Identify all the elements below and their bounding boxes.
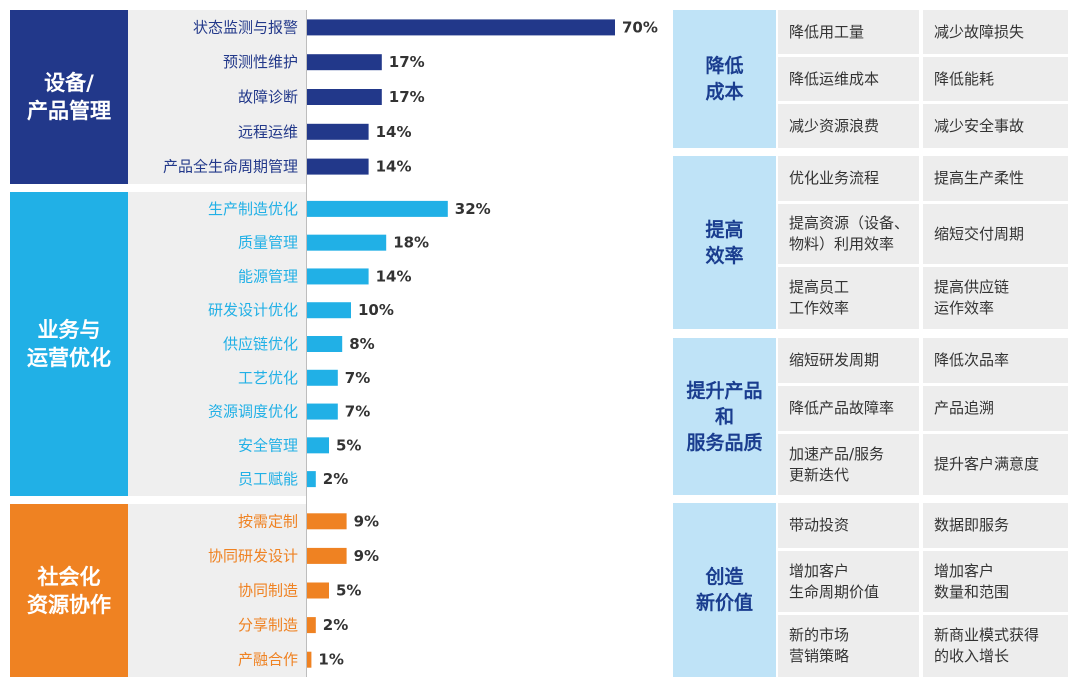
bar-category-label: 分享制造 — [238, 616, 298, 634]
value-cell: 提高资源（设备、 物料）利用效率 — [778, 204, 919, 264]
bar — [307, 513, 347, 530]
value-cell: 提升客户满意度 — [923, 434, 1068, 495]
bar-category-label: 按需定制 — [238, 512, 298, 530]
bar-value-label: 7% — [345, 403, 370, 421]
bar-value-label: 2% — [323, 470, 348, 488]
value-cell: 减少安全事故 — [923, 104, 1068, 148]
bar-value-label: 14% — [376, 158, 412, 176]
bar-value-label: 17% — [389, 88, 425, 106]
bar-value-label: 5% — [336, 436, 361, 454]
value-cell: 降低产品故障率 — [778, 386, 919, 431]
bar-value-label: 8% — [349, 335, 374, 353]
value-cell: 降低次品率 — [923, 338, 1068, 383]
bar-category-label: 产融合作 — [238, 651, 298, 669]
bar — [307, 617, 316, 634]
bar-category-label: 故障诊断 — [238, 88, 298, 106]
bar — [307, 547, 347, 564]
bar — [307, 54, 382, 71]
value-cell: 新商业模式获得 的收入增长 — [923, 615, 1068, 677]
bar-value-label: 14% — [376, 123, 412, 141]
bar-value-label: 14% — [376, 267, 412, 285]
value-head-new-value: 创造 新价值 — [673, 503, 776, 677]
category-block-social: 社会化 资源协作 — [10, 504, 128, 677]
bar-category-label: 资源调度优化 — [208, 403, 298, 421]
bar-value-label: 1% — [318, 651, 343, 669]
bar-category-label: 产品全生命周期管理 — [163, 158, 298, 176]
value-cell: 降低运维成本 — [778, 57, 919, 101]
bar-value-label: 5% — [336, 582, 361, 600]
bar-category-label: 供应链优化 — [223, 335, 298, 353]
bar — [307, 582, 329, 599]
bar — [307, 437, 329, 454]
bar — [307, 234, 387, 251]
value-cell: 减少资源浪费 — [778, 104, 919, 148]
value-cell: 缩短交付周期 — [923, 204, 1068, 264]
value-cell: 增加客户 生命周期价值 — [778, 551, 919, 612]
bar-value-label: 9% — [354, 512, 379, 530]
bar-category-label: 远程运维 — [238, 123, 298, 141]
bar-category-label: 协同制造 — [238, 582, 298, 600]
value-cell: 带动投资 — [778, 503, 919, 548]
bar-value-label: 17% — [389, 53, 425, 71]
bar-value-label: 7% — [345, 369, 370, 387]
value-cell: 缩短研发周期 — [778, 338, 919, 383]
chart-axis-line — [306, 10, 307, 677]
bar — [307, 302, 351, 319]
bar-value-label: 9% — [354, 547, 379, 565]
bar — [307, 336, 343, 352]
value-head-quality: 提升产品 和 服务品质 — [673, 338, 776, 495]
value-head-efficiency: 提高 效率 — [673, 156, 776, 329]
bar — [307, 471, 316, 488]
bar — [307, 89, 382, 105]
value-cell: 提高员工 工作效率 — [778, 267, 919, 329]
bar-value-label: 10% — [358, 301, 394, 319]
bar-category-label: 生产制造优化 — [208, 200, 298, 218]
bar — [307, 19, 615, 36]
value-cell: 优化业务流程 — [778, 156, 919, 201]
label-panel-equipment — [128, 10, 306, 184]
bar-category-label: 质量管理 — [238, 234, 298, 252]
bar-category-label: 工艺优化 — [238, 369, 298, 387]
value-cell: 降低用工量 — [778, 10, 919, 54]
bar — [307, 403, 338, 420]
value-cell: 增加客户 数量和范围 — [923, 551, 1068, 612]
bar-value-label: 2% — [323, 616, 348, 634]
bar-category-label: 协同研发设计 — [208, 547, 298, 565]
bar-category-label: 安全管理 — [238, 436, 298, 454]
bar — [307, 651, 312, 668]
value-head-reduce-cost: 降低 成本 — [673, 10, 776, 148]
bar — [307, 268, 369, 285]
label-panel-social — [128, 504, 306, 677]
bar-value-label: 70% — [622, 18, 658, 36]
bar-category-label: 预测性维护 — [223, 53, 298, 71]
value-cell: 提高生产柔性 — [923, 156, 1068, 201]
value-cell: 加速产品/服务 更新迭代 — [778, 434, 919, 495]
bar-category-label: 状态监测与报警 — [193, 18, 298, 36]
bar-category-label: 员工赋能 — [238, 470, 298, 488]
bar-chart: 状态监测与报警 70% 预测性维护 17% 故障诊断 17% 远程运维 14% 产品全生命周期管… — [163, 18, 658, 669]
bar-category-label: 能源管理 — [238, 267, 298, 285]
value-cell: 提高供应链 运作效率 — [923, 267, 1068, 329]
value-cell: 减少故障损失 — [923, 10, 1068, 54]
bar — [307, 158, 369, 175]
category-block-equipment: 设备/ 产品管理 — [10, 10, 128, 184]
bar — [307, 369, 338, 386]
label-panel-operations — [128, 192, 306, 496]
bar — [307, 123, 369, 140]
bar — [307, 200, 448, 217]
value-cell: 数据即服务 — [923, 503, 1068, 548]
bar-value-label: 18% — [393, 234, 429, 252]
value-cell: 降低能耗 — [923, 57, 1068, 101]
category-block-operations: 业务与 运营优化 — [10, 192, 128, 496]
bar-category-label: 研发设计优化 — [208, 301, 298, 319]
value-cell: 新的市场 营销策略 — [778, 615, 919, 677]
value-cell: 产品追溯 — [923, 386, 1068, 431]
bar-value-label: 32% — [455, 200, 491, 218]
